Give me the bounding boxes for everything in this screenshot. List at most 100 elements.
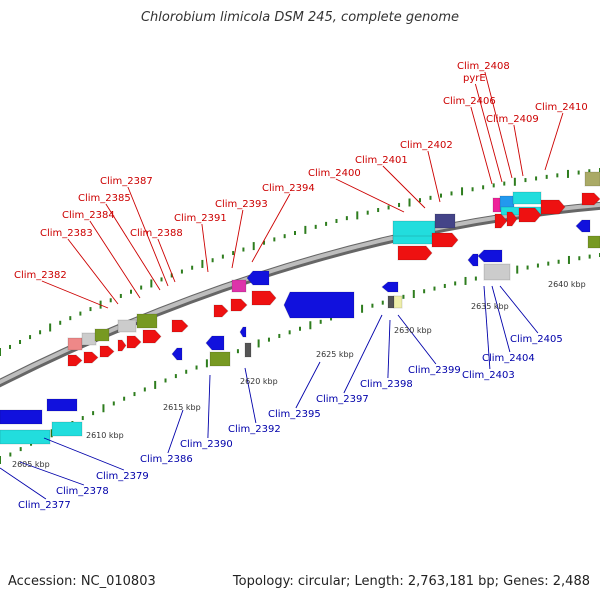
gene-block [393, 295, 403, 309]
tick-mark [513, 177, 516, 186]
gene-arrow [581, 192, 600, 206]
tick-mark [49, 323, 52, 332]
genome-summary: Topology: circular; Length: 2,763,181 bp… [232, 574, 590, 589]
leader-line [43, 437, 125, 471]
gene-arrow [494, 213, 508, 229]
tick-mark [439, 193, 442, 198]
tick-mark [412, 290, 415, 299]
tick-mark [567, 255, 570, 264]
gene-block [117, 319, 137, 333]
leader-line [397, 314, 437, 365]
gene-label: Clim_2386 [140, 454, 193, 465]
scale-label: 2635 kbp [471, 302, 509, 311]
tick-mark [588, 169, 591, 174]
leader-line [387, 319, 391, 379]
tick-mark [191, 265, 194, 270]
tick-mark [566, 169, 569, 178]
leader-line [343, 314, 383, 394]
tick-mark [19, 447, 22, 452]
tick-mark [314, 224, 317, 229]
gene-label: Clim_2400 [308, 168, 361, 179]
label-leader-lines [0, 71, 564, 500]
tick-mark [50, 429, 53, 438]
gene-arrow [142, 329, 162, 344]
gene-block [584, 171, 600, 187]
tick-mark [536, 263, 539, 268]
tick-mark [154, 380, 157, 389]
tick-mark [102, 404, 105, 413]
tick-mark [482, 185, 485, 190]
gene-block [209, 351, 231, 367]
leader-line [295, 361, 321, 409]
tick-mark [450, 191, 453, 196]
tick-mark [201, 259, 204, 268]
gene-label: Clim_2393 [215, 199, 268, 210]
tick-mark [381, 300, 384, 305]
gene-block [136, 313, 158, 329]
gene-arrow [230, 298, 248, 312]
tick-mark [150, 279, 153, 288]
gene-block [392, 235, 438, 245]
gene-label: Clim_2399 [408, 365, 461, 376]
tick-mark [526, 265, 529, 270]
gene-arrow [117, 339, 127, 352]
tick-mark [299, 326, 301, 331]
gene-block [387, 295, 395, 309]
gene-arrow [67, 354, 83, 367]
tick-mark [492, 183, 495, 188]
gene-arrow [205, 335, 225, 351]
scale-label: 2610 kbp [86, 431, 124, 440]
tick-mark [92, 411, 95, 416]
tick-mark [429, 195, 432, 200]
accession-label: Accession: NC_010803 [8, 574, 156, 589]
gene-label: Clim_2388 [130, 228, 183, 239]
tick-mark [366, 210, 369, 215]
leader-line [483, 285, 491, 370]
tick-mark [232, 251, 235, 256]
gene-label: Clim_2404 [482, 353, 535, 364]
gene-label: Clim_2392 [228, 424, 281, 435]
tick-mark [257, 339, 260, 348]
leader-line [470, 106, 493, 185]
leader-line [544, 112, 564, 171]
leader-line [41, 280, 109, 309]
tick-mark [545, 174, 548, 179]
leader-line [513, 124, 524, 177]
tick-mark [345, 216, 348, 221]
gene-label: Clim_2402 [400, 140, 453, 151]
gene-arrow [575, 219, 591, 233]
tick-mark [211, 258, 214, 263]
tick-mark [0, 456, 1, 464]
tick-mark [19, 339, 22, 344]
leader-line [0, 467, 47, 500]
gene-label: Clim_2406 [443, 96, 496, 107]
tick-mark [9, 452, 12, 457]
tick-mark [130, 289, 133, 294]
gene-arrow [83, 351, 99, 364]
tick-mark [252, 242, 255, 251]
gene-label: Clim_2403 [462, 370, 515, 381]
leader-line [499, 285, 539, 334]
gene-arrow [518, 207, 542, 223]
leader-line [105, 203, 161, 291]
scale-label: 2640 kbp [548, 280, 586, 289]
scale-labels: 2605 kbp 2610 kbp 2615 kbp 2620 kbp 2625 kbp… [12, 280, 586, 469]
leader-line [474, 83, 503, 183]
tick-mark [474, 276, 477, 281]
leader-line [491, 285, 511, 353]
tick-mark [89, 307, 92, 312]
gene-block [231, 279, 247, 293]
tick-mark [335, 218, 338, 223]
tick-mark [578, 256, 581, 261]
gene-block [512, 191, 542, 205]
tick-mark [423, 289, 426, 294]
gene-arrow [99, 345, 115, 358]
tick-mark [535, 176, 538, 181]
tick-mark [69, 316, 72, 321]
tick-mark [180, 269, 183, 274]
gene-label: Clim_2410 [535, 102, 588, 113]
tick-mark [140, 285, 143, 290]
gene-label: Clim_2395 [268, 409, 321, 420]
tick-mark [516, 265, 519, 274]
gene-label: Clim_2408 [457, 61, 510, 72]
